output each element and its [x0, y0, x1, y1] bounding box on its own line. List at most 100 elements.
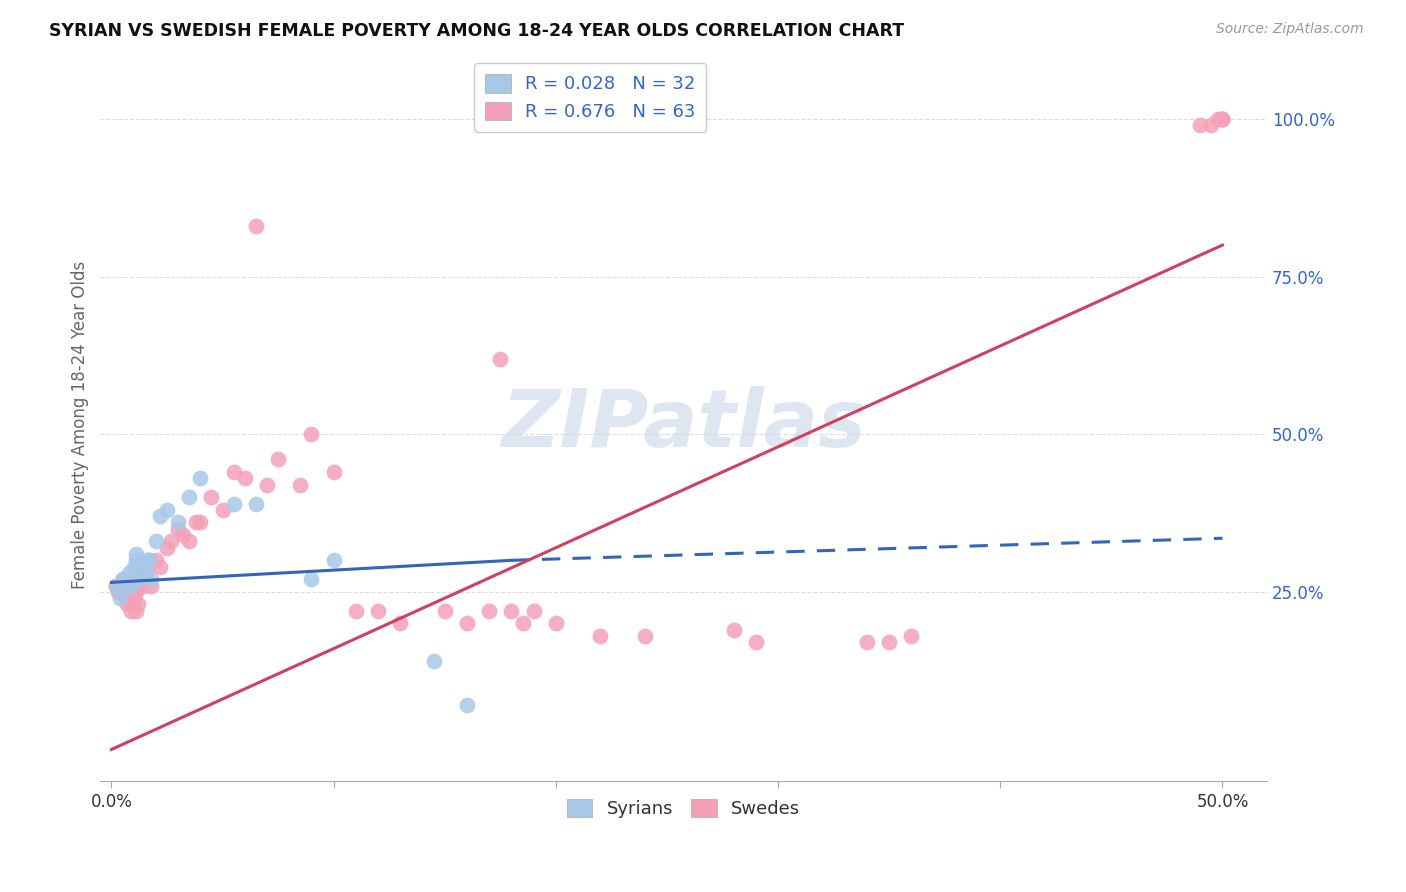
- Point: [122, 559, 145, 574]
- Point: [267, 452, 290, 467]
- Point: [245, 219, 267, 234]
- Point: [478, 604, 501, 618]
- Point: [723, 623, 745, 637]
- Point: [184, 516, 207, 530]
- Point: [110, 591, 132, 606]
- Point: [115, 578, 138, 592]
- Point: [1211, 112, 1233, 126]
- Point: [367, 604, 389, 618]
- Point: [127, 578, 149, 592]
- Point: [129, 553, 152, 567]
- Point: [1189, 118, 1212, 132]
- Point: [125, 585, 148, 599]
- Point: [160, 534, 183, 549]
- Point: [1211, 112, 1233, 126]
- Point: [188, 516, 211, 530]
- Point: [456, 616, 478, 631]
- Point: [115, 572, 138, 586]
- Point: [188, 471, 211, 485]
- Point: [149, 509, 172, 524]
- Point: [389, 616, 412, 631]
- Point: [111, 572, 134, 586]
- Point: [322, 553, 344, 567]
- Point: [115, 578, 138, 592]
- Point: [125, 604, 148, 618]
- Point: [125, 553, 148, 567]
- Point: [127, 559, 149, 574]
- Point: [138, 553, 160, 567]
- Point: [1201, 118, 1223, 132]
- Text: ZIPatlas: ZIPatlas: [501, 385, 866, 464]
- Point: [172, 528, 194, 542]
- Point: [120, 578, 142, 592]
- Point: [344, 604, 367, 618]
- Point: [131, 566, 153, 580]
- Point: [145, 553, 167, 567]
- Point: [222, 497, 245, 511]
- Point: [634, 629, 657, 643]
- Point: [877, 635, 900, 649]
- Point: [120, 572, 142, 586]
- Text: SYRIAN VS SWEDISH FEMALE POVERTY AMONG 18-24 YEAR OLDS CORRELATION CHART: SYRIAN VS SWEDISH FEMALE POVERTY AMONG 1…: [49, 22, 904, 40]
- Point: [122, 591, 145, 606]
- Point: [900, 629, 922, 643]
- Point: [115, 598, 138, 612]
- Point: [120, 604, 142, 618]
- Point: [589, 629, 612, 643]
- Point: [149, 559, 172, 574]
- Legend: Syrians, Swedes: Syrians, Swedes: [560, 791, 807, 825]
- Point: [118, 566, 141, 580]
- Point: [104, 578, 127, 592]
- Point: [256, 477, 278, 491]
- Point: [179, 490, 201, 504]
- Point: [125, 547, 148, 561]
- Point: [167, 516, 190, 530]
- Point: [301, 427, 323, 442]
- Point: [138, 553, 160, 567]
- Y-axis label: Female Poverty Among 18-24 Year Olds: Female Poverty Among 18-24 Year Olds: [72, 260, 89, 589]
- Point: [222, 465, 245, 479]
- Point: [489, 351, 512, 366]
- Point: [107, 585, 129, 599]
- Point: [211, 503, 233, 517]
- Point: [290, 477, 312, 491]
- Point: [110, 585, 132, 599]
- Point: [512, 616, 534, 631]
- Point: [122, 572, 145, 586]
- Point: [233, 471, 256, 485]
- Point: [322, 465, 344, 479]
- Point: [141, 572, 163, 586]
- Point: [1206, 112, 1229, 126]
- Point: [1211, 112, 1233, 126]
- Point: [523, 604, 546, 618]
- Point: [245, 497, 267, 511]
- Point: [179, 534, 201, 549]
- Point: [136, 559, 159, 574]
- Point: [544, 616, 567, 631]
- Point: [111, 572, 134, 586]
- Point: [127, 598, 149, 612]
- Point: [156, 503, 179, 517]
- Point: [167, 522, 190, 536]
- Point: [301, 572, 323, 586]
- Point: [129, 572, 152, 586]
- Point: [456, 698, 478, 713]
- Point: [145, 534, 167, 549]
- Point: [118, 585, 141, 599]
- Point: [501, 604, 523, 618]
- Point: [134, 566, 156, 580]
- Point: [141, 578, 163, 592]
- Point: [422, 654, 444, 668]
- Point: [114, 591, 136, 606]
- Point: [745, 635, 768, 649]
- Point: [136, 553, 159, 567]
- Point: [104, 578, 127, 592]
- Point: [127, 572, 149, 586]
- Point: [200, 490, 222, 504]
- Point: [156, 541, 179, 555]
- Point: [856, 635, 879, 649]
- Point: [433, 604, 456, 618]
- Text: Source: ZipAtlas.com: Source: ZipAtlas.com: [1216, 22, 1364, 37]
- Point: [131, 578, 153, 592]
- Point: [134, 566, 156, 580]
